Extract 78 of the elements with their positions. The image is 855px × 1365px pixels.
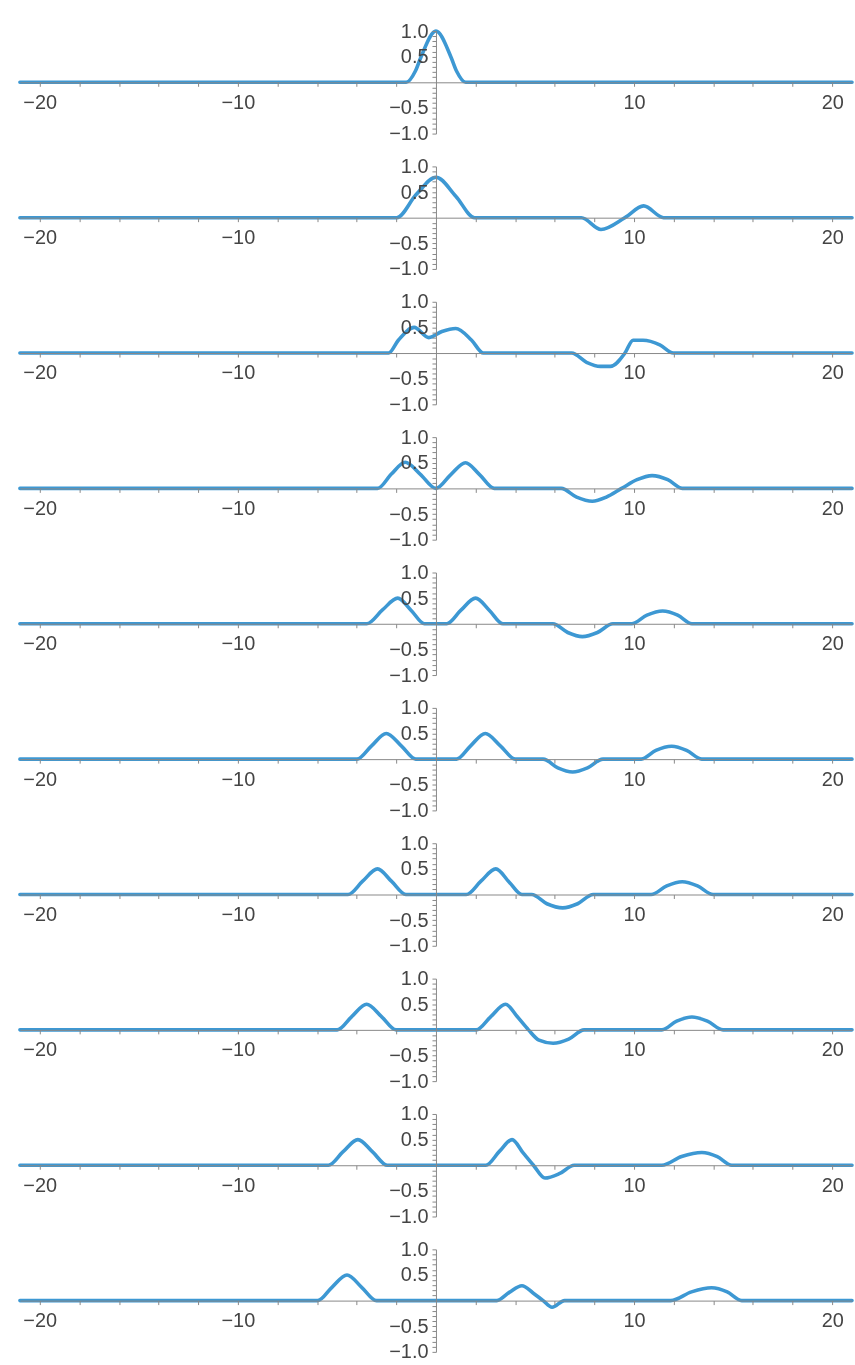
x-tick-label: 20: [821, 632, 844, 655]
y-tick-label: 1.0: [400, 154, 429, 177]
y-tick-label: 0.5: [400, 1263, 429, 1286]
x-tick-label: −20: [23, 902, 58, 925]
x-tick-label: −20: [23, 226, 58, 249]
y-tick-label: 1.0: [400, 560, 429, 583]
x-tick-label: 10: [623, 1173, 646, 1196]
y-tick-label: −1.0: [389, 1340, 429, 1363]
x-tick-label: 10: [623, 90, 646, 113]
y-tick-label: −0.5: [389, 1043, 429, 1066]
x-tick-label: −20: [23, 1173, 58, 1196]
y-tick-label: −0.5: [389, 367, 429, 390]
y-tick-label: 1.0: [400, 1237, 429, 1260]
y-tick-label: 1.0: [400, 831, 429, 854]
x-tick-label: 10: [623, 1038, 646, 1061]
y-tick-label: −0.5: [389, 908, 429, 931]
y-tick-label: 1.0: [400, 290, 429, 313]
x-tick-label: −10: [221, 902, 256, 925]
y-tick-label: 0.5: [400, 586, 429, 609]
x-tick-label: 10: [623, 632, 646, 655]
x-tick-label: −10: [221, 767, 256, 790]
x-tick-label: 20: [821, 1173, 844, 1196]
x-tick-label: −10: [221, 1038, 256, 1061]
y-tick-label: 0.5: [400, 451, 429, 474]
y-tick-label: −1.0: [389, 392, 429, 415]
x-tick-label: 20: [821, 226, 844, 249]
y-tick-label: 1.0: [400, 967, 429, 990]
x-tick-label: 10: [623, 226, 646, 249]
y-tick-label: 1.0: [400, 19, 429, 42]
x-tick-label: −10: [221, 226, 256, 249]
y-tick-label: −1.0: [389, 1204, 429, 1227]
y-tick-label: 0.5: [400, 857, 429, 880]
y-tick-label: −0.5: [389, 502, 429, 525]
y-tick-label: 1.0: [400, 1102, 429, 1125]
x-tick-label: 10: [623, 496, 646, 519]
x-tick-label: −20: [23, 361, 58, 384]
x-tick-label: 20: [821, 767, 844, 790]
y-tick-label: −1.0: [389, 1069, 429, 1092]
y-tick-label: −1.0: [389, 934, 429, 957]
y-tick-label: 0.5: [400, 721, 429, 744]
x-tick-label: −10: [221, 90, 256, 113]
x-tick-label: −20: [23, 632, 58, 655]
x-tick-label: 20: [821, 361, 844, 384]
y-tick-label: −1.0: [389, 122, 429, 145]
x-tick-label: 20: [821, 1038, 844, 1061]
x-tick-label: 10: [623, 361, 646, 384]
x-tick-label: 10: [623, 767, 646, 790]
x-tick-label: −10: [221, 1173, 256, 1196]
x-tick-label: −10: [221, 361, 256, 384]
y-tick-label: −0.5: [389, 1314, 429, 1337]
y-tick-label: 1.0: [400, 425, 429, 448]
x-tick-label: 20: [821, 496, 844, 519]
y-tick-label: −1.0: [389, 528, 429, 551]
x-tick-label: −10: [221, 1308, 256, 1331]
x-tick-label: 20: [821, 90, 844, 113]
y-tick-label: −0.5: [389, 637, 429, 660]
x-tick-label: 20: [821, 1308, 844, 1331]
y-tick-label: −1.0: [389, 257, 429, 280]
x-tick-label: −20: [23, 1038, 58, 1061]
x-tick-label: 20: [821, 902, 844, 925]
x-tick-label: −20: [23, 90, 58, 113]
x-tick-label: −20: [23, 496, 58, 519]
x-tick-label: −20: [23, 1308, 58, 1331]
x-tick-label: 10: [623, 902, 646, 925]
y-tick-label: −0.5: [389, 773, 429, 796]
y-tick-label: −0.5: [389, 1179, 429, 1202]
y-tick-label: 0.5: [400, 992, 429, 1015]
x-tick-label: −20: [23, 767, 58, 790]
y-tick-label: 1.0: [400, 696, 429, 719]
line-series: [18, 175, 854, 232]
x-tick-label: 10: [623, 1308, 646, 1331]
y-tick-label: −0.5: [389, 231, 429, 254]
y-tick-label: −1.0: [389, 798, 429, 821]
x-tick-label: −10: [221, 496, 256, 519]
y-tick-label: −0.5: [389, 96, 429, 119]
x-tick-label: −10: [221, 632, 256, 655]
y-tick-label: 0.5: [400, 1128, 429, 1151]
y-tick-label: −1.0: [389, 663, 429, 686]
